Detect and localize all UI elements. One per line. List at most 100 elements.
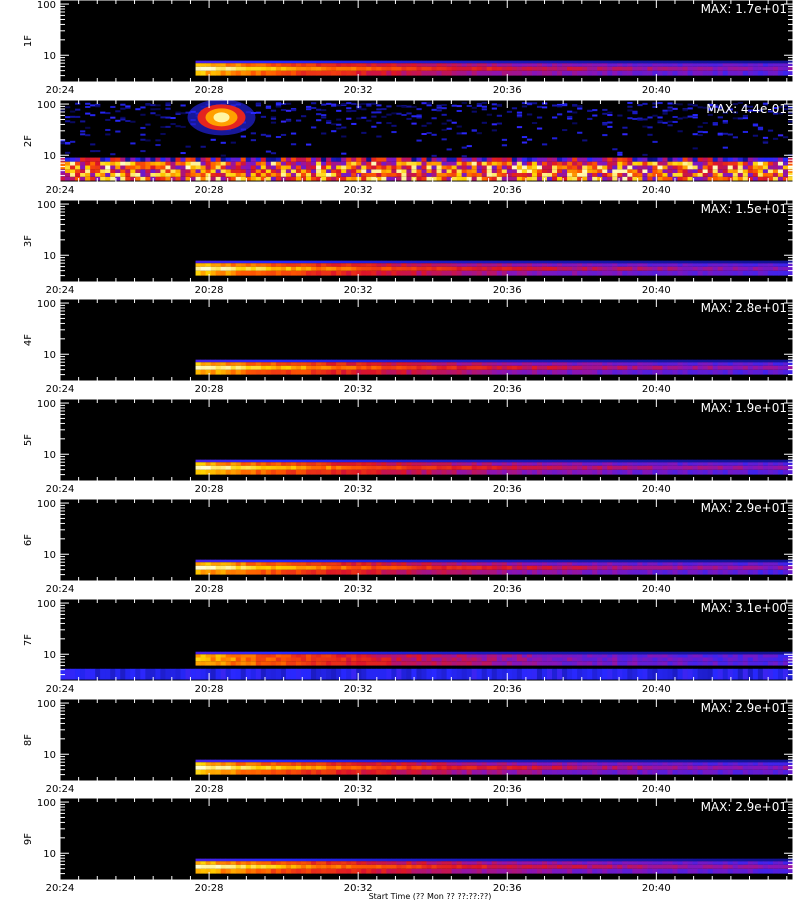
heat-cell — [697, 469, 704, 475]
heat-cell — [772, 172, 779, 177]
heat-cell — [280, 462, 287, 466]
heat-cell — [285, 172, 292, 177]
heat-cell — [501, 66, 508, 71]
heat-cell — [491, 263, 498, 267]
heat-cell — [421, 66, 427, 71]
heat-cell — [757, 362, 764, 366]
heat-cell — [531, 169, 538, 173]
heat-cell — [516, 266, 523, 271]
heat-cell — [777, 668, 784, 680]
heat-cell — [782, 266, 789, 271]
heat-cell — [526, 369, 533, 375]
heat-blob — [187, 99, 256, 136]
heat-cell — [386, 266, 392, 271]
heat-cell — [632, 117, 638, 120]
heat-cell — [260, 462, 267, 466]
heat-cell — [255, 651, 262, 655]
heat-cell — [336, 462, 342, 466]
heat-cell — [431, 359, 437, 363]
heat-cell — [306, 176, 312, 181]
heat-cell — [326, 270, 332, 276]
heat-cell — [617, 562, 623, 566]
heat-cell — [607, 266, 613, 271]
heat-cell — [787, 157, 794, 162]
heat-cell — [371, 459, 377, 463]
heat-cell — [602, 266, 608, 271]
heat-cell — [356, 107, 362, 110]
heat-cell — [597, 157, 603, 162]
heat-cell — [406, 263, 412, 267]
heat-cell — [401, 369, 407, 375]
heat-cell — [70, 176, 76, 181]
heat-cell — [521, 136, 528, 139]
heat-cell — [481, 654, 488, 658]
heat-cell — [531, 562, 538, 566]
heat-cell — [602, 469, 608, 475]
heat-cell — [426, 657, 432, 662]
heat-cell — [326, 119, 332, 122]
heat-cell — [366, 569, 372, 575]
heat-cell — [311, 169, 317, 173]
heat-cell — [160, 169, 166, 173]
heat-cell — [105, 157, 111, 162]
heat-cell — [777, 465, 784, 470]
heat-cell — [185, 169, 191, 173]
heat-cell — [200, 359, 206, 363]
heat-cell — [371, 176, 377, 181]
heat-cell — [737, 157, 744, 162]
heat-cell — [521, 260, 528, 264]
heat-cell — [446, 465, 452, 470]
heat-cell — [737, 66, 744, 71]
heat-cell — [361, 266, 367, 271]
heat-cell — [531, 362, 538, 366]
heat-cell — [511, 565, 518, 570]
heat-cell — [511, 569, 518, 575]
heat-cell — [531, 565, 538, 570]
heat-cell — [481, 70, 488, 76]
heat-cell — [366, 369, 372, 375]
heat-cell — [582, 157, 588, 162]
heat-cell — [441, 654, 447, 658]
heat-cell — [632, 157, 638, 162]
heat-cell — [637, 359, 643, 363]
heat-cell — [441, 161, 447, 166]
x-tick-label: 20:32 — [344, 484, 373, 495]
heat-cell — [426, 365, 432, 370]
heat-cell — [351, 165, 357, 170]
heat-cell — [371, 651, 377, 655]
heat-cell — [481, 165, 488, 170]
heat-cell — [356, 169, 362, 173]
heat-cell — [577, 359, 583, 363]
heat-cell — [451, 565, 458, 570]
heat-cell — [230, 462, 237, 466]
heat-cell — [747, 565, 754, 570]
heat-cell — [386, 260, 392, 264]
heat-cell — [491, 362, 498, 366]
heat-cell — [275, 562, 282, 566]
heat-cell — [205, 270, 212, 276]
heat-cell — [446, 66, 452, 71]
heat-cell — [707, 169, 714, 173]
heat-cell — [622, 260, 628, 264]
heat-cell — [446, 176, 452, 181]
heat-cell — [366, 270, 372, 276]
heat-cell — [65, 116, 71, 119]
heat-cell — [366, 263, 372, 267]
heat-cell — [692, 116, 698, 119]
heat-cell — [757, 161, 764, 166]
heat-cell — [466, 365, 473, 370]
heat-cell — [727, 362, 734, 366]
heat-cell — [346, 668, 352, 680]
heat-cell — [567, 63, 573, 67]
heat-cell — [562, 465, 568, 470]
heat-cell — [110, 161, 116, 166]
heat-cell — [351, 651, 357, 655]
heat-cell — [577, 365, 583, 370]
heat-cell — [587, 172, 593, 177]
heat-cell — [260, 176, 267, 181]
heat-cell — [240, 172, 247, 177]
heat-cell — [225, 165, 232, 170]
heat-cell — [742, 70, 749, 76]
heat-cell — [260, 115, 267, 118]
